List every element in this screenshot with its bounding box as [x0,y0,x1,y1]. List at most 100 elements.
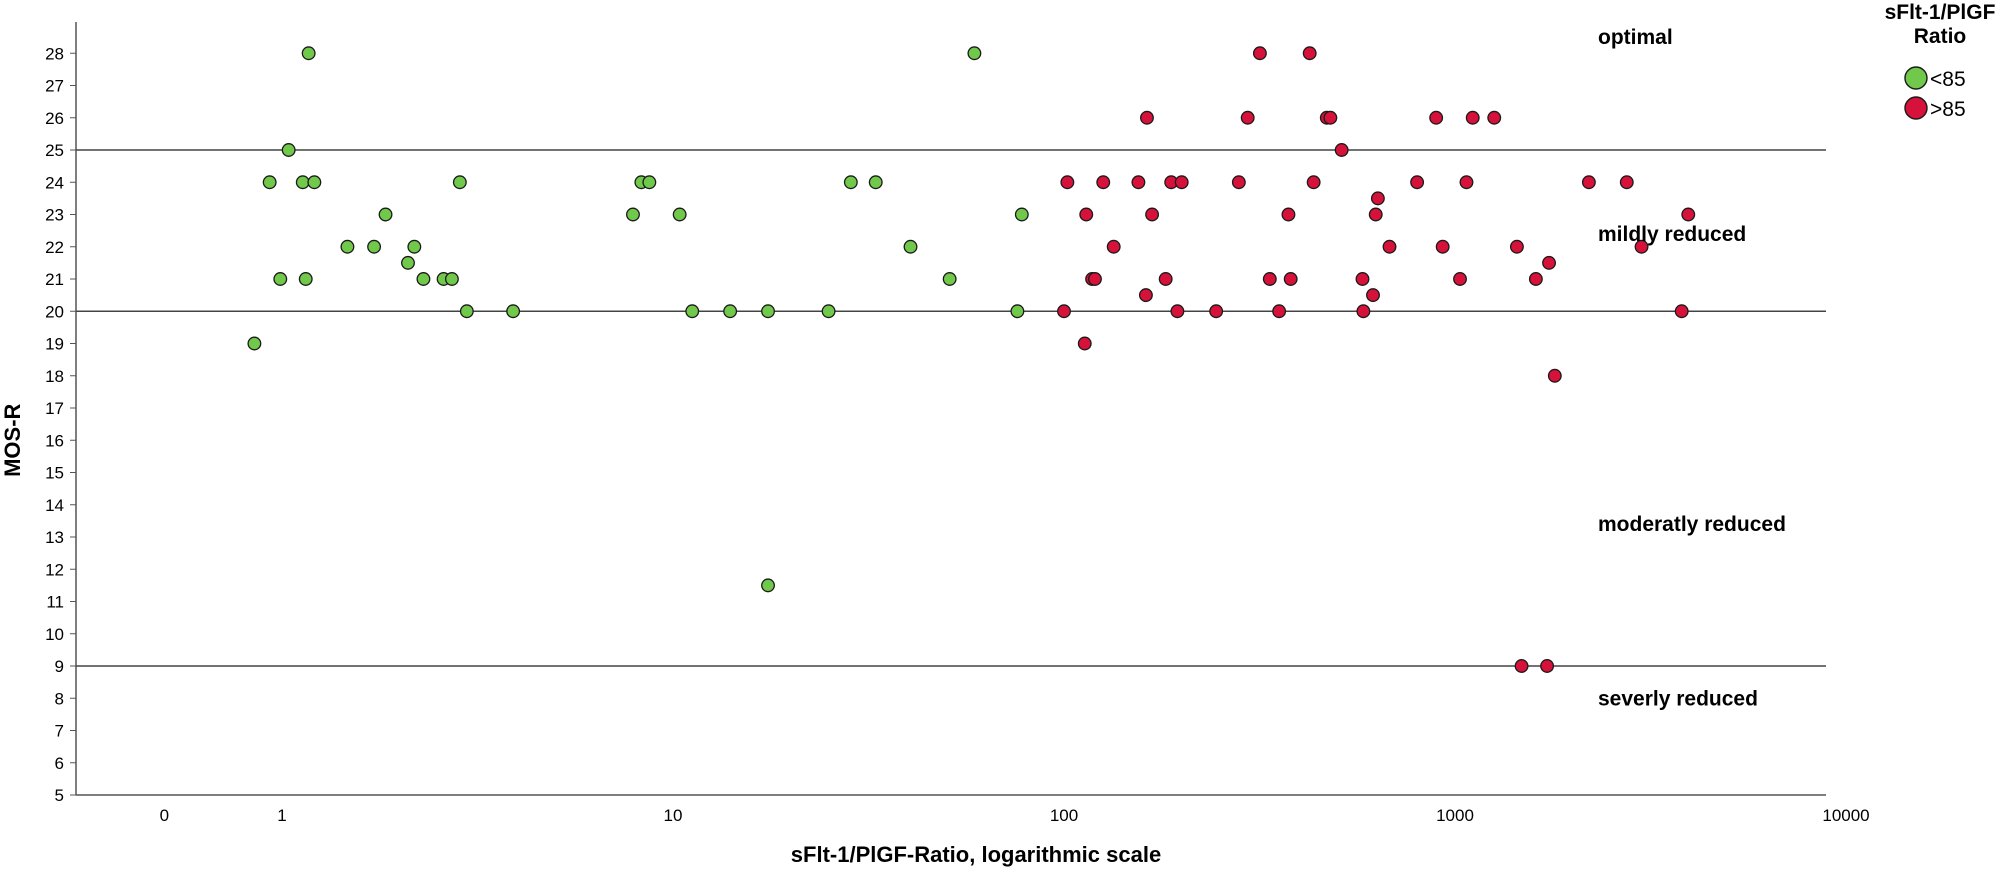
legend-marker [1904,96,1928,120]
x-axis-ticks: 0 1 10 100 1000 10000 [160,806,1870,825]
data-point [1366,288,1380,303]
y-tick-label: 28 [45,44,64,63]
data-point [1302,46,1317,61]
x-tick-label: 100 [1050,806,1078,825]
data-point [1528,272,1543,286]
data-point [1465,110,1480,125]
data-point [1514,659,1529,673]
data-point [340,239,355,254]
legend-label: >85 [1930,98,1966,121]
x-tick-label: 10 [664,806,683,825]
y-axis-title: MOS-R [0,403,25,476]
y-tick-label: 12 [45,560,64,579]
y-tick-label: 20 [45,302,64,321]
zone-label: optimal [1598,26,1673,49]
data-point [626,207,640,222]
data-point [298,272,313,286]
legend-title: Ratio [1914,25,1967,48]
data-point [1131,175,1146,190]
data-point [868,175,883,190]
y-tick-label: 27 [45,77,64,96]
data-point [1542,255,1557,270]
data-point [1334,143,1349,157]
data-point [1281,207,1296,222]
y-tick-label: 9 [55,657,64,676]
data-point [1306,175,1321,190]
data-point [1060,175,1075,190]
data-point [761,304,775,319]
y-tick-label: 10 [45,625,64,644]
data-point [1077,336,1092,351]
data-point [262,175,277,190]
data-point [1674,304,1689,319]
x-tick-label: 10000 [1822,806,1869,825]
data-point [407,239,422,254]
data-point [1547,368,1562,383]
data-point [273,272,288,286]
y-tick-label: 18 [45,367,64,386]
legend-label: <85 [1930,68,1966,91]
y-tick-label: 26 [45,109,64,128]
data-point [1231,175,1246,190]
y-tick-label: 6 [55,754,64,773]
data-point [1509,239,1524,254]
data-point [416,272,431,286]
data-point [672,207,687,222]
data-point [1453,272,1467,286]
data-points [247,46,1696,673]
data-point [1487,110,1502,125]
data-point [1158,272,1173,286]
data-point [1435,239,1450,254]
data-point [307,175,322,190]
data-point [378,207,393,222]
data-point [1540,659,1555,673]
zone-label: mildly reduced [1598,223,1746,246]
y-tick-label: 25 [45,141,64,160]
data-point [1145,207,1160,222]
data-point [281,143,296,157]
data-point [1368,207,1383,222]
data-point [1355,272,1370,286]
y-tick-label: 17 [45,399,64,418]
data-point [685,304,700,319]
data-point [1681,207,1696,222]
zone-label: moderatly reduced [1598,513,1786,536]
x-tick-label: 1000 [1436,806,1474,825]
data-point [1170,304,1185,319]
y-tick-label: 8 [55,689,64,708]
x-tick-label: 0 [160,806,169,825]
y-tick-label: 24 [45,173,64,192]
data-point [1140,110,1154,125]
data-point [1619,175,1634,190]
data-point [1240,110,1255,125]
y-tick-label: 23 [45,206,64,225]
data-point [452,175,467,190]
data-point [1323,110,1338,125]
data-point [401,255,415,270]
y-tick-label: 22 [45,238,64,257]
reference-lines [76,149,1826,667]
y-tick-label: 7 [55,722,64,741]
y-tick-label: 5 [55,786,64,805]
data-point [1356,304,1371,319]
data-point [642,175,657,190]
axes [75,22,1826,796]
data-point [1581,175,1596,190]
zone-label: severly reduced [1598,687,1758,710]
data-point [1262,272,1277,286]
data-point [723,304,738,319]
y-tick-label: 21 [45,270,64,289]
y-tick-label: 16 [45,431,64,450]
data-point [1106,239,1121,254]
data-point [821,304,836,319]
y-tick-label: 19 [45,335,64,354]
zone-labels: optimal mildly reduced moderatly reduced se… [1598,26,1786,710]
data-point [1209,304,1224,319]
data-point [444,272,459,286]
data-point [1429,110,1444,125]
data-point [1370,191,1385,206]
data-point [1096,175,1111,190]
data-point [967,46,982,61]
data-point [843,175,858,190]
